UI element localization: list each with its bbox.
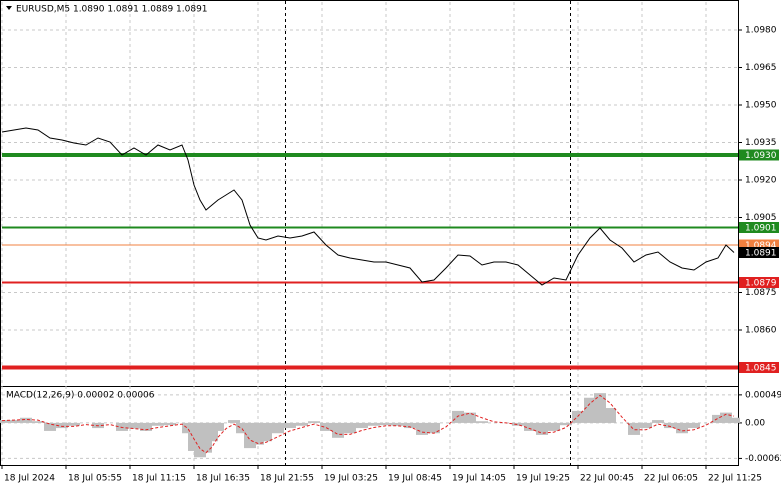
macd-bar <box>628 422 640 435</box>
y-tick-label: 0.00049 <box>745 390 781 400</box>
macd-bar <box>32 421 44 423</box>
level-label: 1.0845 <box>745 364 777 374</box>
macd-bar <box>0 420 8 423</box>
y-tick-label: 1.0875 <box>745 288 777 298</box>
macd-bar <box>116 422 128 431</box>
macd-bar <box>560 422 572 426</box>
macd-bar <box>140 422 152 431</box>
y-tick-label: 1.0965 <box>745 63 777 73</box>
level-label: 1.0894 <box>745 241 777 251</box>
y-tick-label: 1.0905 <box>745 213 777 223</box>
macd-bar <box>284 422 296 429</box>
level-badge <box>739 362 779 373</box>
plot-frame <box>0 0 739 466</box>
macd-bar <box>56 422 68 429</box>
macd-bar <box>380 422 392 426</box>
macd-bar <box>428 422 440 434</box>
y-tick-label: 1.0920 <box>745 176 777 186</box>
macd-bar <box>594 393 606 423</box>
level-label: 1.0901 <box>745 224 777 234</box>
macd-bar <box>452 410 464 423</box>
macd-bar <box>344 422 356 434</box>
x-tick-label: 22 Jul 00:45 <box>580 474 634 484</box>
level-badge <box>739 277 779 288</box>
macd-bar <box>512 422 524 426</box>
macd-bar <box>712 414 724 423</box>
x-tick-label: 18 Jul 2024 <box>4 474 55 484</box>
y-tick-label: 1.0980 <box>745 26 777 36</box>
macd-bar <box>44 422 56 431</box>
signal-line <box>1 394 735 454</box>
macd-bar <box>652 420 664 423</box>
x-tick-label: 18 Jul 21:55 <box>260 474 314 484</box>
macd-bar <box>536 422 548 435</box>
x-tick-label: 22 Jul 11:25 <box>708 474 762 484</box>
x-tick-label: 19 Jul 19:25 <box>516 474 570 484</box>
y-tick-label: -0.00062 <box>745 454 781 464</box>
macd-bar <box>212 422 224 431</box>
macd-bar <box>572 410 584 423</box>
chart-title: EURUSD,M5 1.0890 1.0891 1.0889 1.0891 <box>16 5 208 15</box>
x-tick-label: 19 Jul 14:05 <box>452 474 506 484</box>
macd-bar <box>68 422 80 426</box>
macd-bar <box>152 422 164 426</box>
macd-bar <box>8 420 20 423</box>
x-tick-label: 19 Jul 03:25 <box>324 474 378 484</box>
macd-bar <box>720 412 732 423</box>
price-line <box>1 127 735 286</box>
macd-bar <box>228 420 240 423</box>
macd-bar <box>688 422 700 429</box>
macd-bar <box>332 422 344 438</box>
macd-bar <box>548 422 560 431</box>
level-label: 1.0930 <box>745 151 777 161</box>
x-tick-label: 18 Jul 05:55 <box>68 474 122 484</box>
macd-bar <box>272 422 284 434</box>
macd-bar <box>604 408 616 423</box>
macd-bar <box>476 421 488 423</box>
x-tick-label: 22 Jul 06:05 <box>644 474 698 484</box>
macd-bar <box>664 422 676 429</box>
macd-bar <box>524 422 536 431</box>
level-badge <box>739 239 779 251</box>
macd-bar <box>640 422 652 429</box>
x-tick-label: 18 Jul 11:15 <box>132 474 186 484</box>
macd-bar <box>464 412 476 423</box>
macd-bar <box>392 422 404 426</box>
macd-bar <box>584 397 596 423</box>
macd-bar <box>320 422 332 431</box>
macd-bar <box>260 422 272 442</box>
macd-bar <box>236 422 248 434</box>
macd-bar <box>368 422 380 426</box>
macd-bar <box>356 422 368 429</box>
level-badge <box>739 247 779 258</box>
macd-bar <box>676 422 688 434</box>
level-badge <box>739 222 779 233</box>
macd-bar <box>128 422 140 429</box>
x-tick-label: 19 Jul 08:45 <box>388 474 442 484</box>
y-tick-label: 1.0860 <box>745 326 777 336</box>
macd-bar <box>164 422 176 426</box>
macd-bar <box>296 422 308 426</box>
macd-bar <box>728 417 740 423</box>
level-badge <box>739 149 779 161</box>
menu-arrow[interactable] <box>6 6 12 10</box>
macd-bar <box>308 421 320 423</box>
y-tick-label: 0.00 <box>745 418 765 428</box>
x-tick-label: 18 Jul 16:35 <box>196 474 250 484</box>
level-label: 1.0891 <box>745 249 777 259</box>
macd-bar <box>20 417 32 423</box>
indicator-title: MACD(12,26,9) 0.00002 0.00006 <box>6 391 155 401</box>
macd-bar <box>416 422 428 435</box>
macd-bar <box>404 422 416 429</box>
y-tick-label: 1.0950 <box>745 101 777 111</box>
y-tick-label: 1.0935 <box>745 138 777 148</box>
level-label: 1.0879 <box>745 279 777 289</box>
